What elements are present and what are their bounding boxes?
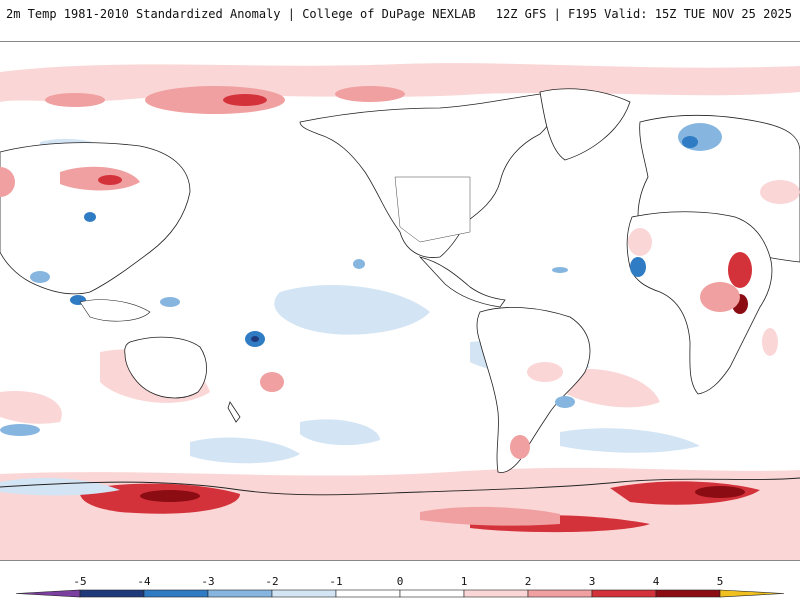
colorbar-segment [655, 589, 721, 598]
colorbar-segment [463, 589, 529, 598]
colorbar-tick-label: -2 [265, 575, 278, 588]
anomaly-map [0, 41, 800, 561]
colorbar-tick-label: 1 [461, 575, 468, 588]
map-title: 2m Temp 1981-2010 Standardized Anomaly |… [6, 7, 476, 21]
colorbar-tick-label: -3 [201, 575, 214, 588]
colorbar-segment [79, 589, 145, 598]
colorbar-segment [591, 589, 657, 598]
colorbar-segment [143, 589, 209, 598]
anomaly-colorbar: -5 -4 -3 -2 -1 0 1 2 3 4 5 [0, 572, 800, 600]
colorbar-tick-label: -5 [73, 575, 86, 588]
colorbar-segment [399, 589, 465, 598]
map-canvas [0, 63, 800, 560]
north-america [299, 88, 631, 308]
colorbar-segment [527, 589, 593, 598]
south-america [476, 307, 591, 473]
colorbar-max-extension [719, 589, 785, 598]
colorbar-tick-label: 0 [397, 575, 404, 588]
colorbar-min-extension [15, 589, 81, 598]
colorbar-tick-label: -4 [137, 575, 151, 588]
colorbar-tick-label: 5 [717, 575, 724, 588]
colorbar-tick-label: -1 [329, 575, 342, 588]
australia [79, 299, 241, 423]
colorbar-tick-label: 2 [525, 575, 532, 588]
arctic-warm-anomaly [0, 63, 800, 114]
colorbar-segment [207, 589, 273, 598]
colorbar-segment [271, 589, 337, 598]
colorbar-tick-label: 4 [653, 575, 660, 588]
antarctica-coastline [0, 477, 800, 496]
antarctic-warm-anomaly [0, 467, 800, 560]
colorbar-svg: -5 -4 -3 -2 -1 0 1 2 3 4 5 [15, 575, 785, 598]
colorbar-segment [335, 589, 401, 598]
model-valid-time: 12Z GFS | F195 Valid: 15Z TUE NOV 25 202… [495, 7, 792, 21]
colorbar-tick-label: 3 [589, 575, 596, 588]
africa [626, 211, 778, 395]
